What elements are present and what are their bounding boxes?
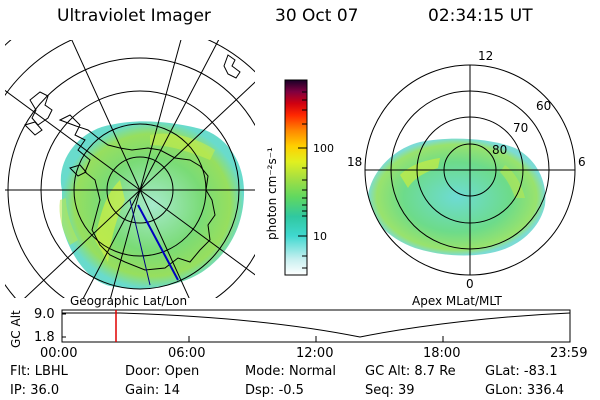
info-ip: IP: 36.0 <box>10 383 60 398</box>
aurora-image-geographic <box>60 121 245 289</box>
info-glon: GLon: 336.4 <box>485 383 565 398</box>
timeline-y-min: 1.8 <box>34 330 55 345</box>
timeline-x-3: 18:00 <box>423 346 461 361</box>
mlt-label-12: 12 <box>478 49 493 63</box>
info-seq: Seq: 39 <box>365 383 415 398</box>
timeline-x-2: 12:00 <box>296 346 334 361</box>
colorbar-ticks <box>298 91 307 269</box>
geographic-map <box>5 40 255 298</box>
mlat-label-70: 70 <box>513 121 528 135</box>
instrument-title: Ultraviolet Imager <box>57 6 211 26</box>
mlt-label-18: 18 <box>347 155 362 169</box>
info-flt: Flt: LBHL <box>10 364 68 379</box>
colorbar-tick-100: 100 <box>313 142 334 155</box>
date-label: 30 Oct 07 <box>275 6 359 26</box>
info-mode: Mode: Normal <box>245 364 336 379</box>
timeline-y-max: 9.0 <box>34 307 55 322</box>
mlat-label-60: 60 <box>536 99 551 113</box>
info-door: Door: Open <box>125 364 200 379</box>
mlt-label-6: 6 <box>578 155 586 169</box>
info-gc-alt: GC Alt: 8.7 Re <box>365 364 456 379</box>
colorbar-tick-10: 10 <box>313 230 327 243</box>
altitude-timeline <box>61 309 571 343</box>
mlt-label-0: 0 <box>466 277 474 291</box>
timeline-x-1: 06:00 <box>168 346 206 361</box>
magnetic-map <box>364 64 576 276</box>
info-glat: GLat: -83.1 <box>485 364 558 379</box>
colorbar-unit-label: photon cm⁻²s⁻¹ <box>265 147 279 240</box>
timeline-x-0: 00:00 <box>40 346 78 361</box>
mlat-label-80: 80 <box>492 143 507 157</box>
geographic-panel-label: Geographic Lat/Lon <box>70 294 188 308</box>
timeline-axis-label: GC Alt <box>9 310 23 348</box>
colorbar <box>285 80 307 275</box>
info-dsp: Dsp: -0.5 <box>245 383 304 398</box>
timeline-x-4: 23:59 <box>550 346 588 361</box>
time-label: 02:34:15 UT <box>428 6 533 26</box>
magnetic-panel-label: Apex MLat/MLT <box>412 294 502 308</box>
info-gain: Gain: 14 <box>125 383 180 398</box>
